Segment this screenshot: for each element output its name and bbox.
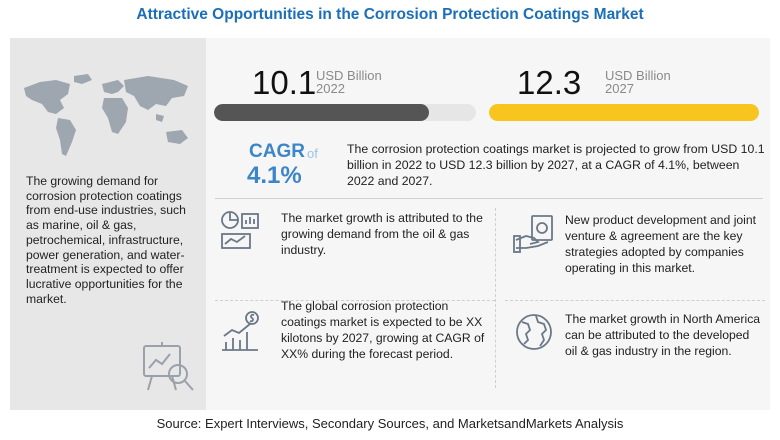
growth-chart-dollar-icon	[222, 311, 259, 351]
bar-2027	[489, 104, 759, 121]
bar-track-2027	[489, 104, 759, 121]
bar-2022	[214, 104, 429, 121]
divider	[215, 300, 495, 301]
year-label-2022: 2022	[316, 81, 345, 96]
insight-volume-forecast: The global corrosion protection coatings…	[281, 299, 485, 361]
left-summary-text: The growing demand for corrosion protect…	[26, 174, 186, 306]
analytics-chart-icon	[221, 211, 259, 249]
cagr-of-label: of	[307, 146, 318, 161]
source-note: Source: Expert Interviews, Secondary Sou…	[156, 416, 624, 431]
market-description: The corrosion protection coatings market…	[347, 142, 765, 188]
value-label-2027: 12.3	[517, 64, 582, 101]
insight-north-america: The market growth in North America can b…	[565, 312, 761, 358]
cagr-value: 4.1%	[247, 162, 302, 189]
globe-icon	[516, 314, 552, 350]
bar-track-2022	[214, 104, 476, 121]
world-map-icon	[24, 74, 188, 156]
unit-label-2027: USD Billion	[605, 68, 671, 83]
value-label-2022: 10.1	[252, 64, 317, 101]
divider	[215, 198, 763, 199]
unit-label-2022: USD Billion	[316, 68, 382, 83]
year-label-2027: 2027	[605, 81, 634, 96]
analysis-board-icon	[143, 342, 194, 391]
insight-key-strategies: New product development and joint ventur…	[565, 213, 757, 275]
handshake-money-icon	[513, 215, 553, 253]
insight-oil-gas-demand: The market growth is attributed to the g…	[281, 211, 483, 257]
page-title: Attractive Opportunities in the Corrosio…	[136, 6, 644, 23]
cagr-label: CAGR	[249, 141, 305, 162]
divider	[495, 208, 496, 388]
divider	[505, 300, 765, 301]
